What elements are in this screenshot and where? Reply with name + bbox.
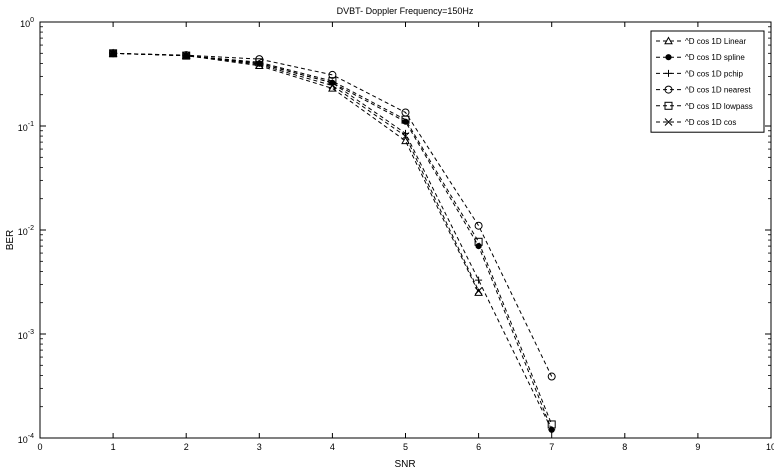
series (109, 49, 556, 434)
x-tick-label: 9 (695, 442, 700, 452)
marker-circle (664, 85, 673, 94)
series-line (113, 52, 553, 377)
marker-plus (665, 69, 672, 77)
legend-entry: ^D cos 1D spline (656, 53, 745, 62)
plot-area: 0 1 2 3 4 5 6 7 8 9 10 100 10-1 10-2 10-3 10-4 (18, 17, 774, 452)
marker-plus (548, 426, 556, 434)
marker-circle (328, 70, 337, 79)
marker-square (664, 101, 673, 110)
series-line (113, 52, 480, 293)
series (109, 49, 556, 381)
marker-x (328, 81, 337, 90)
marker-x (474, 286, 483, 295)
legend-label: ^D cos 1D spline (685, 53, 745, 62)
series-line (113, 52, 553, 425)
legend-box (650, 30, 765, 133)
marker-x (255, 60, 264, 69)
marker-plus (475, 276, 483, 284)
marker-x (182, 51, 191, 60)
marker-square (182, 51, 191, 60)
x-tick-label: 5 (403, 442, 408, 452)
x-tick-label: 3 (257, 442, 262, 452)
marker-x (664, 118, 673, 126)
marker-square (547, 420, 556, 429)
marker-dot (665, 54, 672, 61)
legend-entry: ^D cos 1D Linear (656, 36, 746, 46)
legend-entry: ^D cos 1D nearest (656, 85, 751, 95)
marker-circle (547, 372, 556, 381)
series (109, 49, 556, 429)
series (109, 49, 483, 295)
y-tick-label: 10-2 (18, 225, 34, 237)
x-tick-label: 0 (37, 442, 42, 452)
marker-circle (474, 221, 483, 230)
marker-x (401, 132, 410, 140)
marker-square (401, 115, 410, 124)
marker-triangle (474, 288, 483, 296)
y-axis-label: BER (5, 230, 16, 251)
x-tick-label: 6 (476, 442, 481, 452)
x-tick-label: 2 (184, 442, 189, 452)
legend-entry: ^D cos 1D lowpass (656, 101, 753, 111)
y-tick-label: 100 (20, 17, 34, 29)
legend-label: ^D cos 1D lowpass (685, 102, 753, 111)
x-tick-label: 8 (622, 442, 627, 452)
x-tick-label: 4 (330, 442, 335, 452)
y-tick-label: 10-3 (18, 329, 34, 341)
chart-title: DVBT- Doppler Frequency=150Hz (337, 6, 474, 16)
marker-x (109, 49, 117, 58)
y-tick-label: 10-4 (18, 433, 34, 445)
marker-square (474, 237, 483, 246)
legend-entry: ^D cos 1D pchip (656, 69, 744, 78)
x-tick-label: 10 (766, 442, 774, 452)
y-tick-label: 10-1 (18, 121, 34, 133)
legend-label: ^D cos 1D pchip (685, 69, 744, 78)
series-line (113, 52, 480, 292)
x-tick-label: 1 (111, 442, 116, 452)
legend: ^D cos 1D Linear ^D cos 1D spline ^D cos 1… (650, 30, 765, 133)
x-axis-label: SNR (394, 459, 415, 470)
marker-square (328, 77, 337, 86)
marker-triangle (328, 83, 337, 92)
legend-label: ^D cos 1D cos (685, 118, 736, 127)
x-tick-label: 7 (549, 442, 554, 452)
legend-label: ^D cos 1D nearest (685, 86, 751, 95)
series (108, 48, 483, 296)
marker-square (255, 58, 264, 67)
marker-triangle (664, 36, 673, 45)
legend-entry: ^D cos 1D cos (656, 118, 736, 127)
series (110, 50, 555, 433)
legend-label: ^D cos 1D Linear (685, 37, 746, 46)
